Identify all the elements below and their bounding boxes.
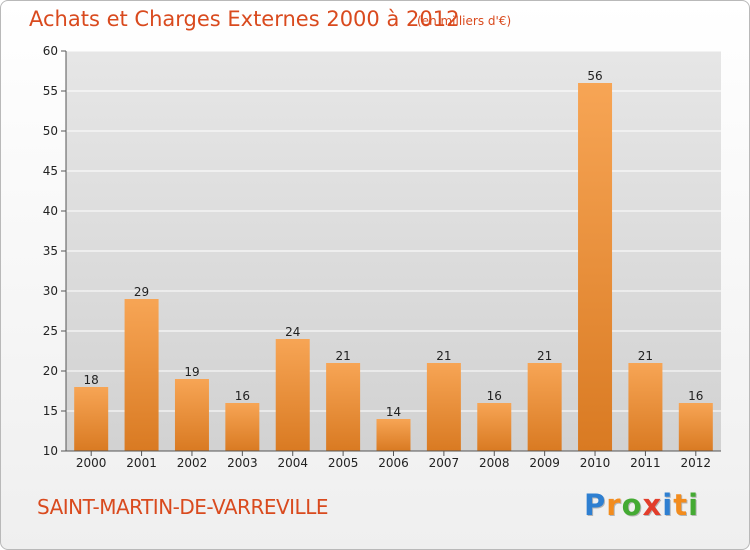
chart-subtitle: (en milliers d'€) [417, 14, 512, 28]
y-axis: 10 15 20 25 30 35 40 45 50 55 60 [43, 44, 67, 458]
data-label-2010: 56 [587, 69, 602, 83]
commune-name: SAINT-MARTIN-DE-VARREVILLE [37, 495, 328, 519]
brand-letter: i [688, 488, 700, 522]
brand-letter: x [642, 488, 663, 522]
bars [74, 83, 713, 451]
y-tick-label: 50 [43, 124, 58, 138]
bar-2003 [225, 403, 260, 451]
bar-2004 [275, 339, 310, 451]
data-label-2000: 18 [84, 373, 99, 387]
proxiti-logo[interactable]: Proxiti [584, 488, 699, 522]
x-tick-label-2011: 2011 [630, 456, 661, 470]
bar-2007 [426, 363, 461, 451]
x-tick-label-2008: 2008 [479, 456, 510, 470]
bar-2001 [124, 299, 159, 451]
data-label-2002: 19 [184, 365, 199, 379]
data-label-2006: 14 [386, 405, 401, 419]
x-tick-label-2006: 2006 [378, 456, 409, 470]
data-label-2007: 21 [436, 349, 451, 363]
data-label-2011: 21 [638, 349, 653, 363]
bar-2012 [678, 403, 713, 451]
y-tick-label: 10 [43, 444, 58, 458]
bar-2002 [174, 379, 209, 451]
data-label-2005: 21 [335, 349, 350, 363]
x-tick-label-2004: 2004 [277, 456, 308, 470]
data-label-2012: 16 [688, 389, 703, 403]
y-tick-label: 45 [43, 164, 58, 178]
data-label-2009: 21 [537, 349, 552, 363]
bar-2006 [376, 419, 411, 451]
y-tick-label: 30 [43, 284, 58, 298]
y-tick-label: 25 [43, 324, 58, 338]
bar-2005 [326, 363, 361, 451]
data-labels: 18 29 19 16 24 21 14 21 16 21 56 21 16 [84, 69, 704, 419]
bar-2009 [527, 363, 562, 451]
y-tick-label: 40 [43, 204, 58, 218]
y-tick-label: 55 [43, 84, 58, 98]
x-tick-label-2000: 2000 [76, 456, 107, 470]
y-tick-label: 15 [43, 404, 58, 418]
brand-letter: o [621, 488, 643, 522]
x-tick-label-2001: 2001 [126, 456, 157, 470]
data-label-2001: 29 [134, 285, 149, 299]
x-tick-label-2009: 2009 [529, 456, 560, 470]
bar-2000 [74, 387, 109, 451]
x-axis: 2000 2001 2002 2003 2004 2005 2006 2007 2008 2009… [66, 450, 721, 470]
x-tick-label-2002: 2002 [177, 456, 208, 470]
brand-letter: t [673, 488, 689, 522]
x-tick-label-2012: 2012 [681, 456, 712, 470]
y-tick-label: 20 [43, 364, 58, 378]
x-tick-label-2003: 2003 [227, 456, 258, 470]
y-tick-label: 35 [43, 244, 58, 258]
x-tick-label-2005: 2005 [328, 456, 359, 470]
data-label-2003: 16 [235, 389, 250, 403]
brand-letter: r [606, 488, 622, 522]
bar-2008 [477, 403, 512, 451]
brand-letter: i [662, 488, 674, 522]
brand-letter: P [584, 488, 607, 522]
y-tick-label: 60 [43, 44, 58, 58]
bar-2010 [578, 83, 613, 451]
bar-2011 [628, 363, 663, 451]
data-label-2008: 16 [487, 389, 502, 403]
x-tick-label-2010: 2010 [580, 456, 611, 470]
data-label-2004: 24 [285, 325, 300, 339]
x-tick-label-2007: 2007 [429, 456, 460, 470]
chart-title: Achats et Charges Externes 2000 à 2012 [29, 7, 460, 31]
